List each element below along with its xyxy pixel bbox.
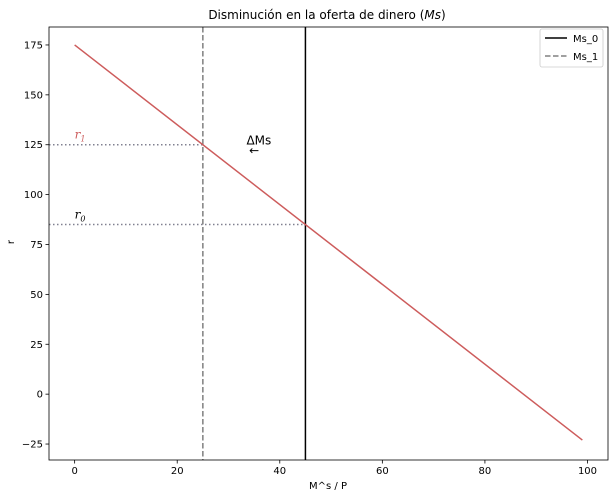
legend-label-ms1: Ms_1 [573, 52, 598, 63]
annotation-r1: r1 [75, 128, 86, 144]
plot-area: r1 r0 ΔMs ← [49, 27, 583, 460]
x-axis-ticks: 0 20 40 60 80 100 [71, 460, 597, 477]
chart-title-end: ) [441, 8, 446, 22]
x-tick-label: 40 [273, 466, 286, 477]
y-tick-label: 150 [24, 90, 43, 101]
annotation-r0: r0 [75, 208, 86, 224]
y-tick-label: 0 [37, 390, 43, 401]
x-tick-label: 60 [376, 466, 389, 477]
x-axis-label: M^s / P [309, 481, 347, 492]
annotation-left-arrow: ← [249, 144, 259, 158]
x-tick-label: 80 [479, 466, 492, 477]
chart-title: Disminución en la oferta de dinero (Ms) [208, 8, 445, 22]
y-tick-label: 75 [30, 240, 43, 251]
y-tick-label: 100 [24, 190, 43, 201]
x-tick-label: 100 [578, 466, 597, 477]
axes-frame [48, 26, 609, 461]
annotation-delta-ms: ΔMs [246, 134, 271, 148]
y-tick-label: 50 [30, 290, 43, 301]
demand-line [74, 44, 583, 441]
x-tick-label: 0 [71, 466, 77, 477]
y-tick-label: 175 [24, 40, 43, 51]
legend: Ms_0 Ms_1 [539, 28, 604, 68]
y-tick-label: −25 [22, 440, 43, 451]
chart-title-var: Ms [424, 8, 441, 22]
y-axis-label: r [6, 239, 17, 244]
chart-title-main: Disminución en la oferta de dinero ( [208, 8, 424, 22]
y-axis-ticks: −25 0 25 50 75 100 125 150 175 [22, 40, 49, 451]
y-tick-label: 125 [24, 140, 43, 151]
legend-label-ms0: Ms_0 [573, 34, 598, 45]
y-tick-label: 25 [30, 340, 43, 351]
x-tick-label: 20 [171, 466, 184, 477]
